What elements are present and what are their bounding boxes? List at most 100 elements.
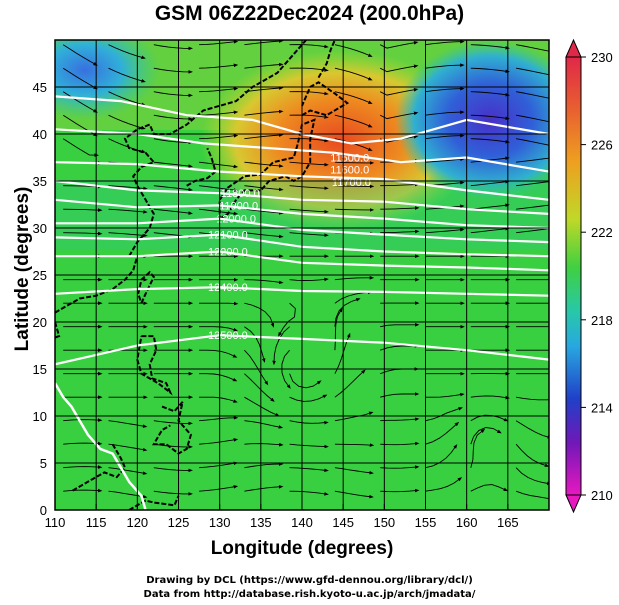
streamline xyxy=(244,326,266,363)
streamline xyxy=(108,443,148,452)
streamline xyxy=(515,420,549,439)
streamline xyxy=(516,44,549,52)
streamline xyxy=(425,86,465,93)
streamline xyxy=(244,462,284,469)
streamline xyxy=(199,208,239,216)
streamline xyxy=(380,441,420,446)
height-contour-label: 12100.0 xyxy=(208,230,248,242)
streamline xyxy=(153,420,193,426)
streamline xyxy=(62,138,99,157)
streamline xyxy=(425,157,465,163)
streamline xyxy=(199,110,239,116)
y-tick-label: 20 xyxy=(33,315,47,330)
streamline xyxy=(153,91,193,98)
streamline xyxy=(153,114,193,121)
coastline xyxy=(123,40,307,257)
streamline xyxy=(153,467,193,473)
height-contour-label: 11800.0 xyxy=(221,188,260,200)
x-tick-label: 165 xyxy=(497,515,519,530)
streamline xyxy=(289,67,329,72)
streamline xyxy=(108,232,148,238)
streamline xyxy=(63,208,103,212)
streamline xyxy=(153,443,193,449)
streamline xyxy=(62,44,98,66)
streamline xyxy=(380,206,420,210)
streamline xyxy=(334,184,375,189)
colorbar-bottom-arrow xyxy=(565,494,582,514)
streamline xyxy=(425,110,465,116)
streamline xyxy=(244,420,284,429)
streamline xyxy=(63,418,103,422)
streamline xyxy=(334,298,361,327)
streamline xyxy=(278,302,296,337)
streamline xyxy=(334,67,373,81)
streamline xyxy=(515,443,549,467)
streamline xyxy=(244,62,284,69)
streamline xyxy=(470,484,509,492)
streamline xyxy=(516,114,549,123)
height-contour-label: 11500.0 xyxy=(330,153,369,165)
x-axis-title: Longitude (degrees) xyxy=(210,538,394,559)
streamline xyxy=(470,226,510,234)
streamline xyxy=(272,326,290,366)
streamline xyxy=(153,208,193,215)
streamline xyxy=(516,396,549,401)
coastline xyxy=(128,495,180,510)
streamline xyxy=(470,156,510,163)
streamline xyxy=(153,490,193,496)
streamline xyxy=(244,302,275,328)
streamline xyxy=(470,138,510,144)
streamline xyxy=(244,185,284,192)
cold-anomaly-east xyxy=(395,40,549,200)
streamline xyxy=(334,161,375,165)
x-tick-label: 150 xyxy=(373,515,395,530)
x-tick-label: 160 xyxy=(456,515,478,530)
streamline xyxy=(63,231,103,236)
coastline xyxy=(137,270,155,304)
streamline xyxy=(470,44,510,50)
x-tick-label: 115 xyxy=(86,515,107,530)
streamline xyxy=(380,323,420,328)
streamline xyxy=(289,394,328,402)
coastline xyxy=(186,147,217,187)
streamline xyxy=(108,208,148,214)
streamline xyxy=(244,442,284,447)
colorbar-tick-label: 218 xyxy=(591,313,613,328)
y-tick-label: 30 xyxy=(33,221,47,236)
x-tick-label: 155 xyxy=(415,515,437,530)
streamline xyxy=(516,67,549,76)
streamline xyxy=(199,396,238,403)
streamline xyxy=(380,182,420,187)
y-tick-label: 35 xyxy=(33,174,47,189)
streamline xyxy=(62,67,98,90)
coastline xyxy=(71,443,127,493)
colorbar-tick-label: 214 xyxy=(591,400,613,415)
y-tick-label: 0 xyxy=(40,503,47,518)
y-axis-title: Latitude (degrees) xyxy=(12,186,33,352)
height-contour-label: 12500.0 xyxy=(208,330,248,342)
streamline xyxy=(199,63,239,69)
streamline xyxy=(289,208,329,214)
streamline xyxy=(470,428,486,468)
streamline xyxy=(516,91,549,99)
streamline xyxy=(108,420,148,428)
streamline xyxy=(470,91,510,97)
x-tick-label: 135 xyxy=(250,515,272,530)
streamline xyxy=(244,349,269,386)
streamline xyxy=(289,232,329,237)
streamline xyxy=(199,87,239,93)
streamline xyxy=(334,369,366,398)
streamline xyxy=(334,443,375,447)
streamline xyxy=(199,185,239,192)
streamline xyxy=(153,161,193,168)
streamline xyxy=(470,427,502,445)
streamline xyxy=(244,161,284,168)
streamline xyxy=(470,67,510,74)
streamline xyxy=(108,490,148,499)
streamline xyxy=(244,133,284,140)
x-tick-label: 140 xyxy=(291,515,313,530)
colorbar-tick-label: 210 xyxy=(591,488,613,503)
y-tick-label: 40 xyxy=(33,127,47,142)
x-tick-label: 145 xyxy=(332,515,354,530)
